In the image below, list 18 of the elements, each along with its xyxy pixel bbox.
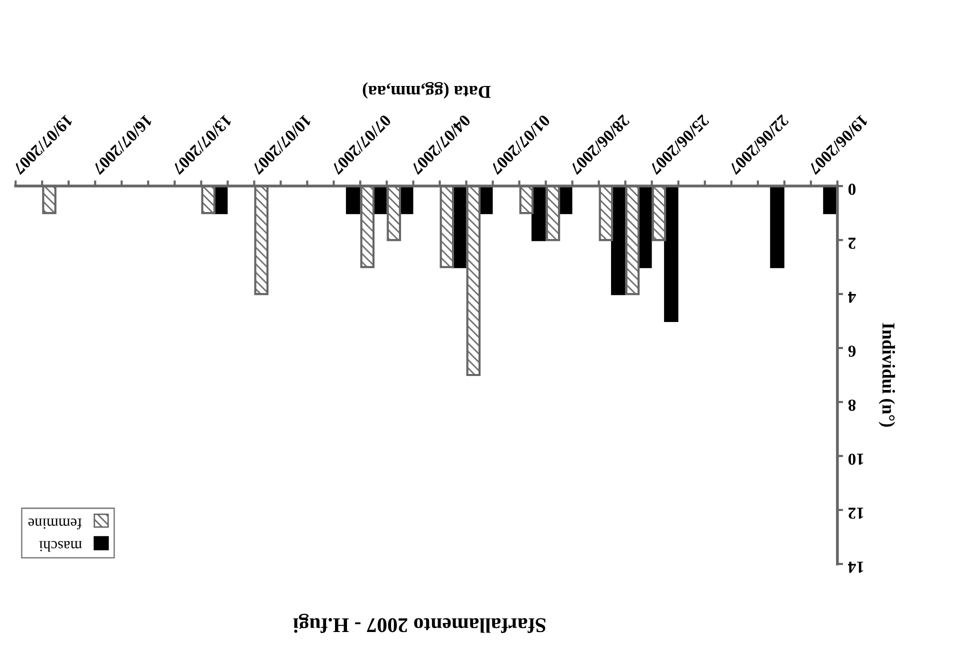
y-axis-title: Individui (n°) bbox=[878, 323, 896, 427]
bar bbox=[770, 186, 784, 268]
legend-label: femmine bbox=[28, 518, 82, 530]
y-tick-label: 8 bbox=[848, 400, 856, 411]
y-tick-label: 6 bbox=[848, 346, 856, 357]
text: Sfarfallamento 2007 - H.fugi bbox=[293, 614, 546, 634]
bar bbox=[664, 186, 678, 322]
y-tick-label: 4 bbox=[848, 292, 856, 303]
legend-label: maschi bbox=[39, 540, 82, 552]
y-tick-label: 12 bbox=[848, 508, 864, 519]
y-tick-label: 10 bbox=[848, 454, 864, 465]
bar bbox=[532, 186, 546, 242]
x-axis-title: Data (gg,mm,aa) bbox=[362, 82, 491, 99]
bar bbox=[346, 186, 360, 214]
y-tick-label: 0 bbox=[848, 184, 856, 195]
y-tick-label: 14 bbox=[848, 562, 864, 573]
bar bbox=[611, 186, 626, 296]
y-tick-label: 2 bbox=[848, 238, 856, 249]
